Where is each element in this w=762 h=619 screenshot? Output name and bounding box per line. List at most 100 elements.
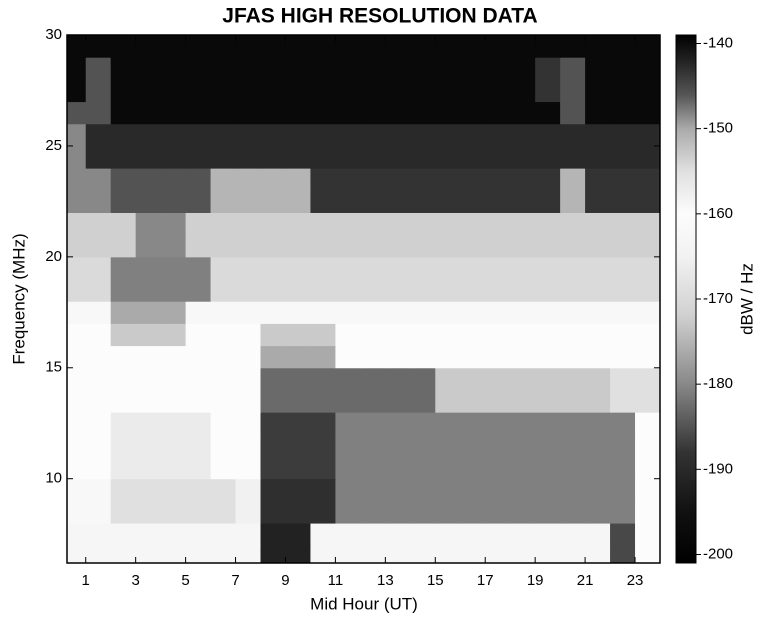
heatmap-cell (510, 145, 536, 169)
heatmap-cell (635, 456, 660, 480)
heatmap-cell (385, 279, 411, 302)
heatmap-cell (385, 168, 411, 191)
heatmap-cell (285, 279, 311, 302)
heatmap-cell (460, 367, 486, 391)
heatmap-cell (585, 367, 611, 391)
heatmap-cell (460, 412, 486, 435)
heatmap-cell (385, 190, 411, 213)
heatmap-cell (635, 57, 660, 80)
heatmap-cell (135, 57, 162, 80)
heatmap-cell (635, 145, 660, 169)
heatmap-cell (135, 101, 162, 125)
y-tick-label: 15 (45, 359, 62, 376)
heatmap-cell (285, 345, 311, 369)
heatmap-cell (210, 168, 237, 191)
heatmap-cell (360, 279, 386, 302)
heatmap-cell (510, 168, 536, 191)
heatmap-cell (285, 145, 311, 169)
heatmap-cell (85, 190, 112, 213)
heatmap-cell (310, 256, 336, 280)
heatmap-cell (135, 523, 162, 546)
heatmap-cell (260, 345, 286, 369)
heatmap-cell (235, 367, 262, 391)
heatmap-cell (335, 212, 361, 236)
heatmap-cell (360, 168, 386, 191)
colorbar-tick-label: -160 (703, 205, 733, 222)
heatmap-cell (410, 434, 436, 458)
colorbar (675, 34, 697, 564)
heatmap-cell (185, 101, 212, 125)
heatmap-cell (260, 123, 286, 147)
heatmap-cell (485, 256, 511, 280)
heatmap-cell (135, 478, 162, 502)
heatmap-cell (335, 323, 361, 347)
heatmap-cell (235, 456, 262, 480)
y-tick-label: 30 (45, 26, 62, 43)
heatmap-cell (210, 412, 237, 435)
heatmap-cell (585, 79, 611, 103)
heatmap-cell (410, 79, 436, 103)
heatmap-cell (135, 123, 162, 147)
heatmap-cell (560, 123, 586, 147)
heatmap-cell (485, 434, 511, 458)
heatmap-cell (285, 323, 311, 347)
heatmap-cell (635, 101, 660, 125)
heatmap-cell (210, 500, 237, 524)
heatmap-cell (535, 279, 561, 302)
heatmap-cell (85, 145, 112, 169)
heatmap-cell (410, 412, 436, 435)
heatmap-cell (535, 345, 561, 369)
heatmap-cell (260, 389, 286, 413)
heatmap-cell (485, 523, 511, 546)
heatmap-cell (310, 389, 336, 413)
heatmap-cell (185, 301, 212, 324)
heatmap-cell (335, 79, 361, 103)
heatmap-cell (560, 234, 586, 258)
heatmap-cell (85, 57, 112, 80)
heatmap-cell (635, 256, 660, 280)
heatmap-cell (360, 545, 386, 563)
heatmap-cell (235, 145, 262, 169)
heatmap-cell (535, 478, 561, 502)
heatmap-cell (285, 190, 311, 213)
heatmap-cell (485, 456, 511, 480)
heatmap-cell (385, 301, 411, 324)
heatmap-cell (335, 434, 361, 458)
heatmap-cell (385, 123, 411, 147)
heatmap-cell (335, 123, 361, 147)
heatmap-cell (360, 500, 386, 524)
heatmap-cell (460, 79, 486, 103)
heatmap-cell (67, 212, 87, 236)
heatmap-cell (67, 101, 87, 125)
heatmap-cell (360, 145, 386, 169)
x-tick-label: 17 (477, 572, 494, 589)
heatmap-cell (635, 389, 660, 413)
heatmap-cell (210, 190, 237, 213)
heatmap-cell (410, 168, 436, 191)
heatmap-cell (335, 256, 361, 280)
heatmap-cell (160, 212, 187, 236)
heatmap-cell (310, 367, 336, 391)
heatmap-cell (67, 301, 87, 324)
heatmap-cell (360, 123, 386, 147)
heatmap-cell (235, 434, 262, 458)
heatmap-cell (510, 212, 536, 236)
heatmap-cell (610, 545, 636, 563)
heatmap-cell (135, 301, 162, 324)
heatmap-cell (460, 190, 486, 213)
heatmap-cell (635, 35, 660, 58)
heatmap-cell (235, 57, 262, 80)
heatmap-cell (310, 412, 336, 435)
heatmap-cell (235, 478, 262, 502)
heatmap-cell (160, 500, 187, 524)
heatmap-cell (110, 190, 137, 213)
heatmap-cell (535, 57, 561, 80)
heatmap-cell (635, 123, 660, 147)
heatmap-cell (460, 168, 486, 191)
x-tick-label: 23 (627, 572, 644, 589)
heatmap-cell (67, 190, 87, 213)
heatmap-cell (210, 434, 237, 458)
x-tick-label: 1 (82, 572, 90, 589)
heatmap-cell (85, 367, 112, 391)
heatmap-cell (460, 345, 486, 369)
